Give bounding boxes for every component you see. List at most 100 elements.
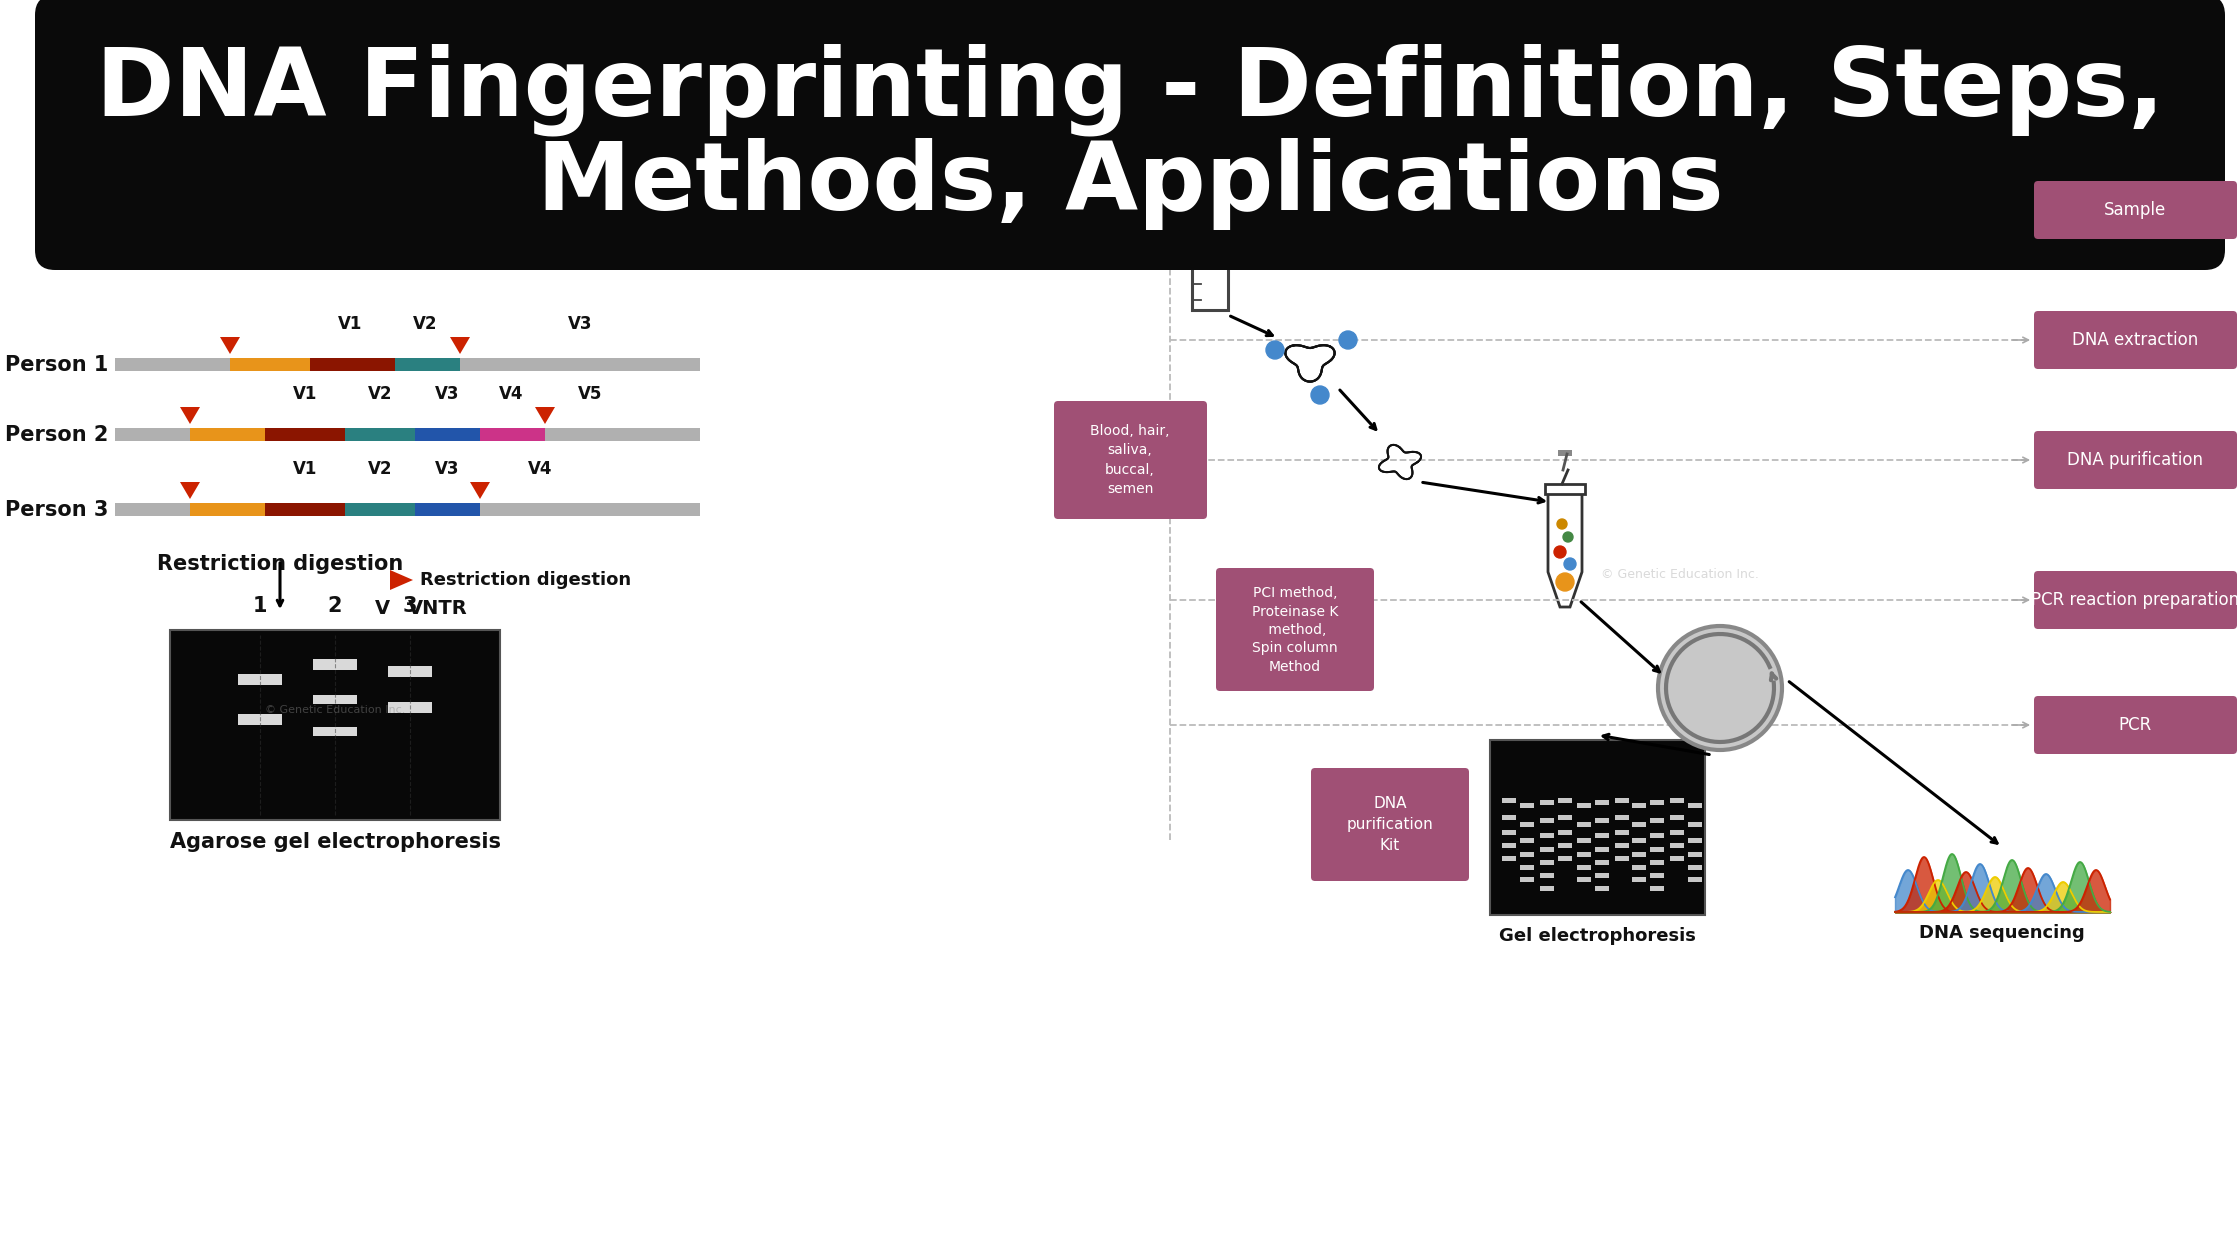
Bar — [388, 667, 432, 677]
Circle shape — [1555, 546, 1566, 558]
Bar — [1595, 818, 1608, 823]
Bar — [1595, 847, 1608, 852]
Polygon shape — [179, 483, 199, 499]
Bar — [1546, 484, 1586, 494]
Text: 1: 1 — [253, 596, 267, 616]
Polygon shape — [390, 570, 412, 590]
Bar — [1595, 833, 1608, 838]
Bar — [1187, 183, 1232, 193]
Bar — [1633, 877, 1646, 882]
FancyBboxPatch shape — [2034, 696, 2238, 753]
Text: V2: V2 — [412, 315, 437, 333]
Polygon shape — [470, 483, 491, 499]
Bar — [1689, 838, 1702, 843]
Text: DNA Fingerprinting - Definition, Steps,: DNA Fingerprinting - Definition, Steps, — [96, 44, 2164, 136]
Text: V3: V3 — [567, 315, 591, 333]
Bar — [345, 503, 414, 517]
Text: Restriction digestion: Restriction digestion — [421, 571, 632, 588]
Circle shape — [1564, 532, 1572, 542]
Bar — [1559, 856, 1572, 861]
Bar — [1689, 803, 1702, 808]
Bar — [314, 659, 356, 670]
Text: V1: V1 — [293, 386, 318, 403]
Circle shape — [1266, 341, 1284, 359]
Bar — [414, 428, 479, 441]
Bar — [1577, 803, 1590, 808]
Bar — [1651, 847, 1664, 852]
Bar — [1541, 800, 1555, 805]
Bar — [1595, 873, 1608, 878]
Bar — [1595, 800, 1608, 805]
Bar — [1503, 830, 1516, 835]
Polygon shape — [220, 336, 240, 354]
Text: Agarose gel electrophoresis: Agarose gel electrophoresis — [170, 832, 500, 852]
Bar — [1541, 818, 1555, 823]
Polygon shape — [179, 407, 199, 425]
Bar — [1503, 798, 1516, 803]
Bar — [1559, 843, 1572, 848]
Bar — [1559, 815, 1572, 820]
Circle shape — [1340, 331, 1357, 349]
Bar — [1633, 822, 1646, 827]
Bar — [1577, 852, 1590, 857]
Bar — [1671, 830, 1684, 835]
Bar — [345, 428, 414, 441]
Bar — [1521, 877, 1534, 882]
Circle shape — [1557, 519, 1568, 529]
Bar — [314, 696, 356, 704]
FancyBboxPatch shape — [36, 0, 2224, 270]
Bar — [1615, 815, 1628, 820]
Bar — [1615, 830, 1628, 835]
Bar — [1541, 847, 1555, 852]
Bar — [479, 503, 699, 517]
Bar — [1521, 852, 1534, 857]
Bar — [394, 358, 459, 370]
Bar — [1577, 822, 1590, 827]
FancyBboxPatch shape — [2034, 181, 2238, 239]
Text: V2: V2 — [367, 460, 392, 478]
Bar — [1541, 886, 1555, 891]
Text: V5: V5 — [578, 386, 603, 403]
Bar — [170, 630, 500, 820]
Text: 3: 3 — [403, 596, 417, 616]
Text: V4: V4 — [529, 460, 553, 478]
Bar — [114, 358, 231, 370]
Bar — [1651, 818, 1664, 823]
Bar — [459, 358, 699, 370]
Bar — [231, 358, 309, 370]
Text: VNTR: VNTR — [408, 598, 468, 617]
Text: Gel electrophoresis: Gel electrophoresis — [1499, 927, 1696, 945]
Bar — [1521, 822, 1534, 827]
Text: PCR reaction preparation: PCR reaction preparation — [2032, 591, 2240, 609]
Bar — [1541, 873, 1555, 878]
Text: DNA
purification
Kit: DNA purification Kit — [1346, 796, 1434, 853]
Bar — [1615, 798, 1628, 803]
Text: DNA purification: DNA purification — [2068, 451, 2202, 469]
Bar — [1651, 873, 1664, 878]
Bar — [1651, 861, 1664, 866]
Text: © Genetic Education Inc.: © Genetic Education Inc. — [264, 706, 405, 714]
Bar — [1689, 852, 1702, 857]
Text: 2: 2 — [327, 596, 343, 616]
FancyBboxPatch shape — [1216, 568, 1373, 690]
Bar — [1633, 803, 1646, 808]
Text: DNA sequencing: DNA sequencing — [1920, 924, 2085, 942]
Bar — [314, 727, 356, 736]
Bar — [1615, 843, 1628, 848]
Text: Methods, Applications: Methods, Applications — [538, 139, 1723, 231]
Bar — [388, 702, 432, 713]
Circle shape — [1557, 573, 1575, 591]
Bar — [1521, 838, 1534, 843]
Bar — [264, 428, 345, 441]
Circle shape — [1310, 386, 1328, 404]
Text: Person 2: Person 2 — [4, 425, 108, 445]
Bar — [1559, 450, 1572, 456]
Bar — [1671, 815, 1684, 820]
Text: Restriction digestion: Restriction digestion — [157, 554, 403, 575]
Text: V3: V3 — [435, 386, 459, 403]
Bar — [190, 428, 264, 441]
Text: Sample: Sample — [2103, 202, 2166, 219]
Bar — [1541, 833, 1555, 838]
Text: V: V — [374, 598, 390, 617]
FancyBboxPatch shape — [2034, 311, 2238, 369]
